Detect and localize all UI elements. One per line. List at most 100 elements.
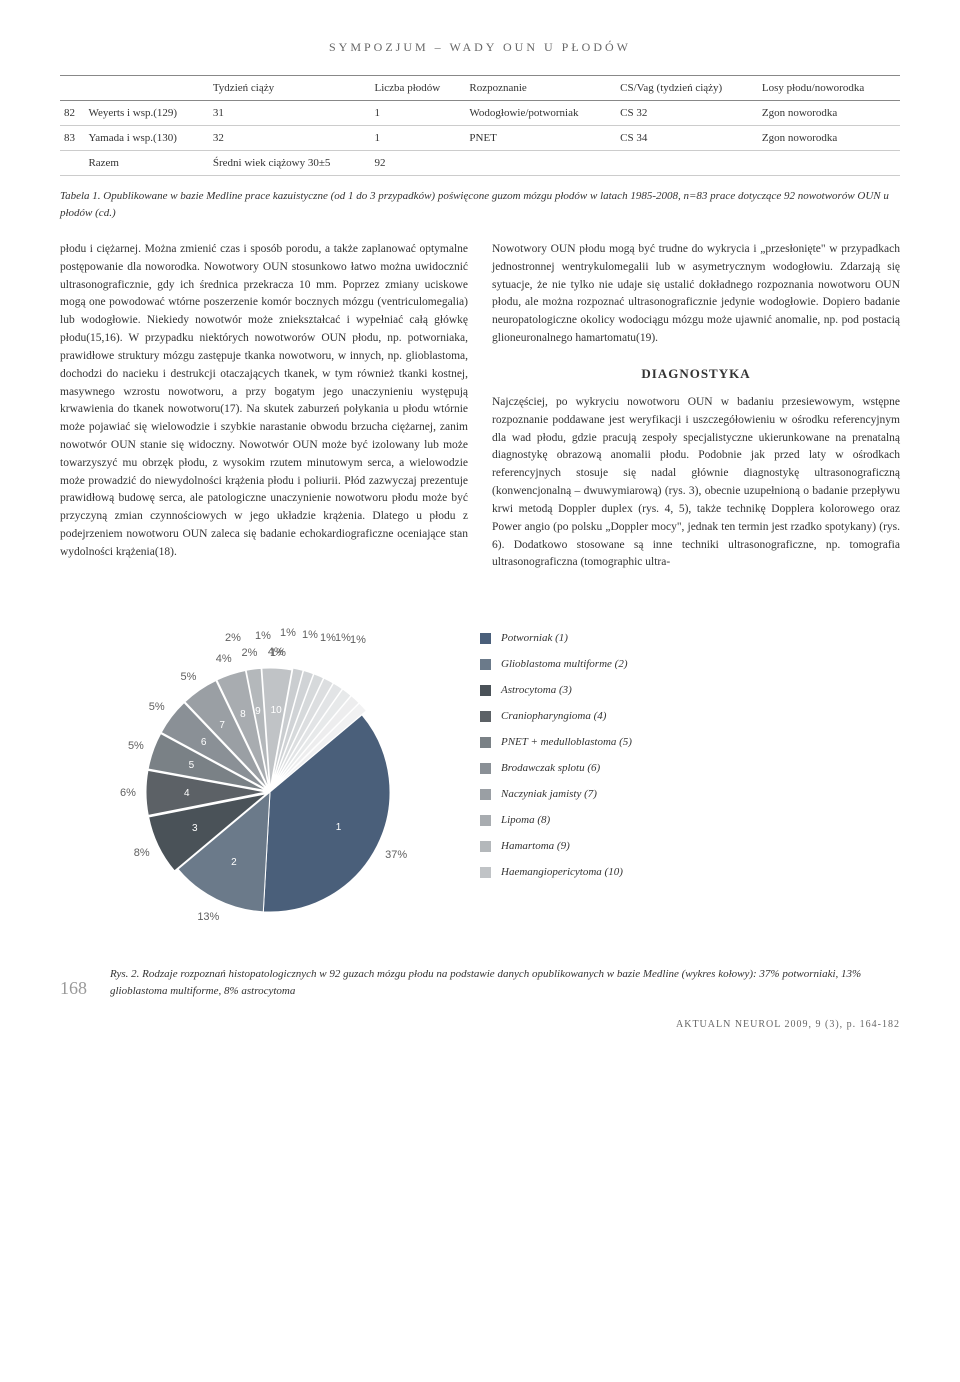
pie-label: 6: [201, 737, 207, 748]
pie-label: 6%: [120, 787, 136, 799]
pie-label: 5%: [128, 740, 144, 752]
table-caption: Tabela 1. Opublikowane w bazie Medline p…: [60, 188, 900, 221]
col-h4: Rozpoznanie: [465, 76, 616, 101]
pie-label: 1%: [270, 647, 286, 659]
legend-label: Naczyniak jamisty (7): [501, 788, 597, 800]
table-cell: Zgon noworodka: [758, 101, 900, 126]
pie-label: 1%: [320, 632, 336, 644]
table-cell: 83: [60, 126, 84, 151]
table-cell: Zgon noworodka: [758, 126, 900, 151]
table-cell: [616, 151, 758, 176]
table-cell: Razem: [84, 151, 208, 176]
table-cell: Wodogłowie/potworniak: [465, 101, 616, 126]
pie-label: 13%: [197, 911, 219, 923]
legend-swatch: [480, 685, 491, 696]
pie-label: 2: [231, 857, 237, 868]
legend-label: Haemangiopericytoma (10): [501, 866, 623, 878]
journal-footer: AKTUALN NEUROL 2009, 9 (3), p. 164-182: [60, 1019, 900, 1030]
table-cell: 92: [371, 151, 466, 176]
pie-label: 2%: [225, 632, 241, 644]
legend-swatch: [480, 763, 491, 774]
pie-label: 1%: [280, 627, 296, 639]
table-cell: Yamada i wsp.(130): [84, 126, 208, 151]
table-cell: 31: [209, 101, 371, 126]
table-cell: PNET: [465, 126, 616, 151]
pie-label: 7: [219, 720, 225, 731]
legend-item: Naczyniak jamisty (7): [480, 788, 900, 800]
pie-label: 4%: [216, 653, 232, 665]
table-row: 83Yamada i wsp.(130)321PNETCS 34Zgon now…: [60, 126, 900, 151]
page-number: 168: [60, 978, 100, 999]
pie-label: 1%: [255, 630, 271, 642]
legend-label: PNET + medulloblastoma (5): [501, 736, 632, 748]
pie-label: 5: [189, 760, 195, 771]
legend-label: Lipoma (8): [501, 814, 550, 826]
legend-item: Glioblastoma multiforme (2): [480, 658, 900, 670]
col-h2: Tydzień ciąży: [209, 76, 371, 101]
legend-swatch: [480, 789, 491, 800]
table-cell: 32: [209, 126, 371, 151]
body-right-para2: Najczęściej, po wykryciu nowotworu OUN w…: [492, 394, 900, 572]
table-cell: CS 32: [616, 101, 758, 126]
legend-item: Potworniak (1): [480, 632, 900, 644]
legend-swatch: [480, 659, 491, 670]
table-row: 82Weyerts i wsp.(129)311Wodogłowie/potwo…: [60, 101, 900, 126]
legend-swatch: [480, 815, 491, 826]
table-header-row: Tydzień ciąży Liczba płodów Rozpoznanie …: [60, 76, 900, 101]
legend-swatch: [480, 867, 491, 878]
legend-swatch: [480, 737, 491, 748]
body-left-column: płodu i ciężarnej. Można zmienić czas i …: [60, 241, 468, 572]
table-row: RazemŚredni wiek ciążowy 30±592: [60, 151, 900, 176]
table-cell: [465, 151, 616, 176]
legend-item: PNET + medulloblastoma (5): [480, 736, 900, 748]
body-right-para1: Nowotwory OUN płodu mogą być trudne do w…: [492, 241, 900, 348]
pie-label: 8: [240, 709, 246, 720]
col-h3: Liczba płodów: [371, 76, 466, 101]
legend-item: Brodawczak splotu (6): [480, 762, 900, 774]
legend-item: Hamartoma (9): [480, 840, 900, 852]
table-cell: 1: [371, 101, 466, 126]
table-cell: Średni wiek ciążowy 30±5: [209, 151, 371, 176]
pie-label: 3: [192, 823, 198, 834]
legend-swatch: [480, 711, 491, 722]
pie-label: 10: [271, 705, 282, 716]
pie-label: 37%: [385, 849, 407, 861]
legend-label: Craniopharyngioma (4): [501, 710, 606, 722]
pie-label: 1%: [302, 629, 318, 641]
table-cell: [758, 151, 900, 176]
legend-swatch: [480, 633, 491, 644]
pie-label: 4: [184, 788, 190, 799]
table-cell: CS 34: [616, 126, 758, 151]
table-cell: [60, 151, 84, 176]
legend-item: Craniopharyngioma (4): [480, 710, 900, 722]
legend-swatch: [480, 841, 491, 852]
pie-legend-row: 37%113%28%36%45%55%65%74%82%94%102%1%1%1…: [60, 602, 900, 942]
figure-caption-row: 168 Rys. 2. Rodzaje rozpoznań histopatol…: [60, 966, 900, 999]
col-h1: [84, 76, 208, 101]
table-cell: 1: [371, 126, 466, 151]
figure-caption: Rys. 2. Rodzaje rozpoznań histopatologic…: [110, 966, 900, 999]
legend-label: Hamartoma (9): [501, 840, 570, 852]
legend-item: Astrocytoma (3): [480, 684, 900, 696]
pie-label: 5%: [149, 701, 165, 713]
pie-label: 1%: [335, 632, 351, 644]
body-right-column: Nowotwory OUN płodu mogą być trudne do w…: [492, 241, 900, 572]
pie-label: 1: [336, 822, 342, 833]
pie-legend: Potworniak (1) Glioblastoma multiforme (2…: [480, 602, 900, 892]
pie-label: 2%: [241, 647, 257, 659]
legend-label: Glioblastoma multiforme (2): [501, 658, 628, 670]
col-h0: [60, 76, 84, 101]
legend-label: Astrocytoma (3): [501, 684, 572, 696]
table-cell: Weyerts i wsp.(129): [84, 101, 208, 126]
pie-label: 1%: [350, 634, 366, 646]
table-cell: 82: [60, 101, 84, 126]
legend-label: Brodawczak splotu (6): [501, 762, 600, 774]
section-heading: DIAGNOSTYKA: [492, 364, 900, 384]
body-columns: płodu i ciężarnej. Można zmienić czas i …: [60, 241, 900, 572]
legend-label: Potworniak (1): [501, 632, 568, 644]
col-h5: CS/Vag (tydzień ciąży): [616, 76, 758, 101]
pie-label: 9: [255, 706, 261, 717]
section-header: SYMPOZJUM – WADY OUN U PŁODÓW: [60, 40, 900, 55]
pie-label: 5%: [181, 671, 197, 683]
legend-item: Haemangiopericytoma (10): [480, 866, 900, 878]
